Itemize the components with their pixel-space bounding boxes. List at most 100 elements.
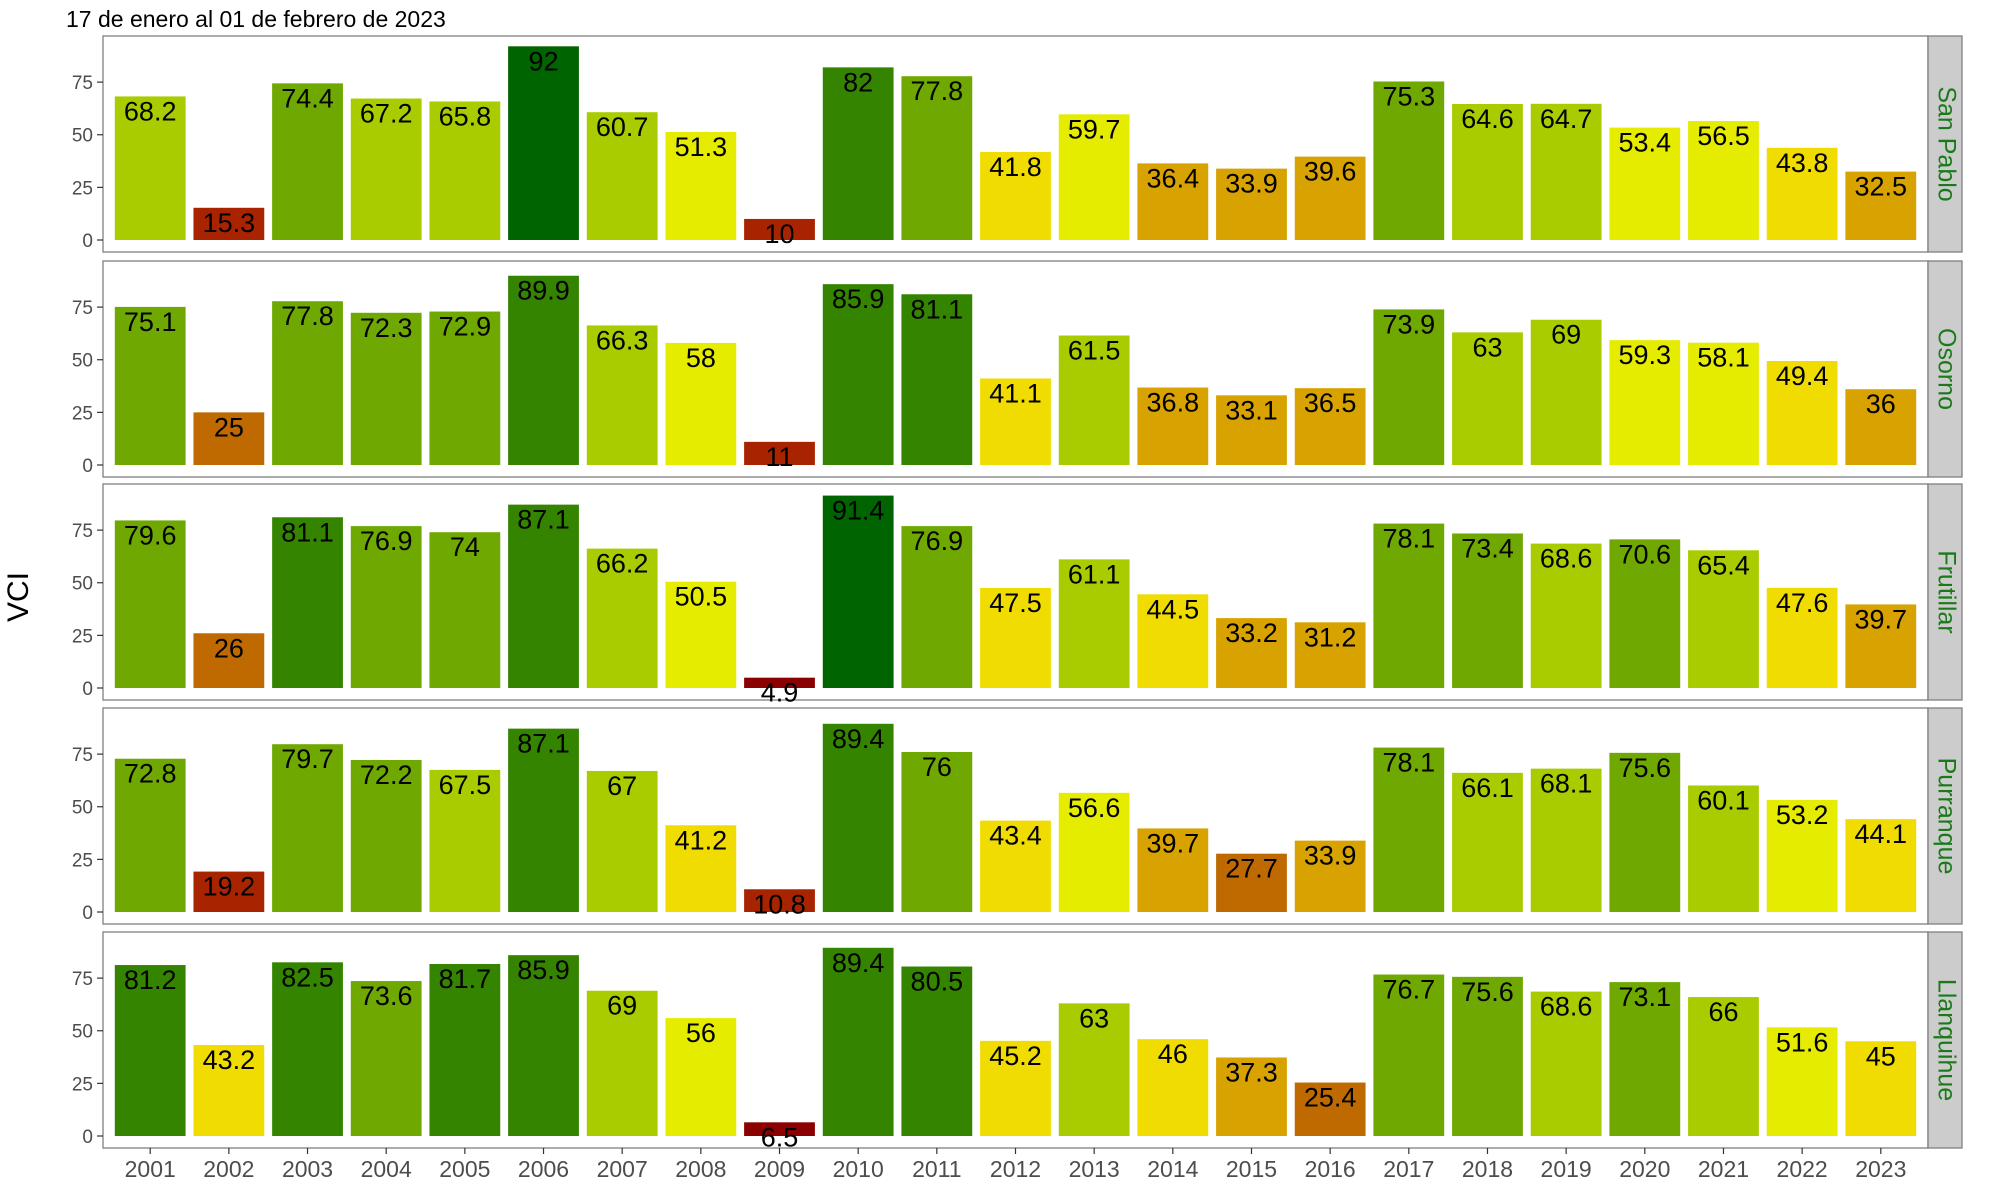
y-tick-label: 25	[72, 1074, 93, 1095]
bar	[350, 760, 422, 912]
bar-value-label: 49.4	[1776, 361, 1829, 391]
bar-value-label: 56.6	[1068, 793, 1121, 823]
bar	[114, 96, 186, 240]
bar	[193, 633, 265, 688]
x-tick-label: 2014	[1147, 1156, 1198, 1182]
bar-value-label: 81.7	[439, 964, 492, 994]
bar-value-label: 36.4	[1147, 163, 1200, 193]
bar	[429, 769, 501, 912]
bar	[1137, 387, 1209, 465]
y-tick-label: 0	[82, 456, 93, 477]
bar	[901, 966, 973, 1136]
bar	[980, 378, 1051, 465]
bar	[1845, 604, 1917, 688]
bar-value-label: 68.1	[1540, 769, 1593, 799]
bar-value-label: 73.9	[1383, 309, 1436, 339]
bar-value-label: 68.6	[1540, 544, 1593, 574]
bar	[822, 67, 894, 240]
bar	[350, 981, 422, 1136]
x-tick-label: 2015	[1226, 1156, 1277, 1182]
bar-value-label: 75.6	[1619, 753, 1672, 783]
bar	[744, 218, 815, 240]
bar-value-label: 87.1	[517, 729, 570, 759]
bar-value-label: 70.6	[1619, 539, 1672, 569]
bar-value-label: 77.8	[281, 301, 334, 331]
bar	[1373, 974, 1445, 1136]
x-axis: 2001 2002 2003 2004 2005 2006 2007 2008 2009 2010…	[125, 1148, 1906, 1182]
bar-value-label: 73.6	[360, 981, 413, 1011]
bar	[1530, 991, 1602, 1136]
facet-strip	[1927, 260, 1963, 478]
bar-value-label: 66.3	[596, 325, 649, 355]
x-tick-label: 2013	[1069, 1156, 1120, 1182]
bar	[1452, 533, 1523, 688]
bar	[1058, 559, 1130, 688]
bar	[1530, 103, 1602, 240]
bar	[980, 820, 1051, 912]
bar-value-label: 66.1	[1461, 773, 1514, 803]
bar	[665, 1018, 737, 1136]
bar	[1452, 772, 1523, 912]
bar	[1766, 147, 1838, 240]
bar	[1137, 828, 1209, 912]
bar	[350, 312, 422, 465]
bar-value-label: 72.3	[360, 313, 413, 343]
panel-frutillar: Frutillar 0 25 50 75 79.6 26 81.1 76.9 74 87.1 66.2…	[72, 483, 1963, 708]
x-tick-label: 2004	[361, 1156, 412, 1182]
bar	[350, 98, 422, 241]
bar	[1766, 361, 1838, 465]
x-tick-label: 2017	[1383, 1156, 1434, 1182]
bar	[272, 744, 343, 912]
bar	[272, 83, 343, 240]
bar	[665, 132, 737, 240]
bar-value-label: 50.5	[675, 582, 728, 612]
bar	[1452, 976, 1523, 1136]
bar-value-label: 33.1	[1225, 395, 1278, 425]
bar	[1058, 114, 1130, 240]
bar-value-label: 73.4	[1461, 533, 1514, 563]
bar-value-label: 43.2	[203, 1045, 256, 1075]
bar	[508, 504, 579, 688]
bar	[901, 294, 973, 465]
bar	[1294, 840, 1366, 912]
bar	[1845, 819, 1917, 912]
y-tick-label: 0	[82, 1127, 93, 1148]
y-tick-label: 50	[72, 126, 93, 147]
chart-title: 17 de enero al 01 de febrero de 2023	[66, 6, 446, 32]
bar	[822, 495, 894, 688]
bar-value-label: 66	[1708, 997, 1738, 1027]
bar	[586, 548, 658, 688]
bar	[1373, 309, 1445, 465]
bar	[1137, 1039, 1209, 1136]
bar	[665, 581, 737, 688]
bar	[822, 284, 894, 465]
bar-value-label: 68.2	[124, 96, 177, 126]
bar-value-label: 75.3	[1383, 81, 1436, 111]
bar-value-label: 26	[214, 633, 244, 663]
bar-value-label: 36.5	[1304, 388, 1357, 418]
bar	[508, 275, 579, 465]
bar-value-label: 72.9	[439, 312, 492, 342]
chart-panels: San Pablo 0 25 50 75 68.2 15.3 74.4 67.2 65.8 92 60…	[72, 35, 1963, 1152]
bar	[1216, 853, 1287, 912]
bar	[508, 955, 579, 1136]
bar-value-label: 73.1	[1619, 982, 1672, 1012]
bar	[1530, 319, 1602, 465]
x-tick-label: 2009	[754, 1156, 805, 1182]
bar-value-label: 81.2	[124, 965, 177, 995]
bar-value-label: 60.1	[1697, 785, 1750, 815]
facet-label: Purranque	[1932, 758, 1960, 875]
bar-value-label: 37.3	[1225, 1057, 1278, 1087]
bar-value-label: 69	[1551, 320, 1581, 350]
x-tick-label: 2023	[1855, 1156, 1906, 1182]
bar-value-label: 72.8	[124, 759, 177, 789]
bar	[1294, 156, 1366, 240]
bar-value-label: 68.6	[1540, 992, 1593, 1022]
bar-value-label: 33.9	[1225, 169, 1278, 199]
facet-label: Osorno	[1932, 328, 1960, 410]
bar-value-label: 72.2	[360, 760, 413, 790]
bar	[508, 46, 579, 240]
bar	[429, 311, 501, 465]
bar	[508, 728, 579, 912]
